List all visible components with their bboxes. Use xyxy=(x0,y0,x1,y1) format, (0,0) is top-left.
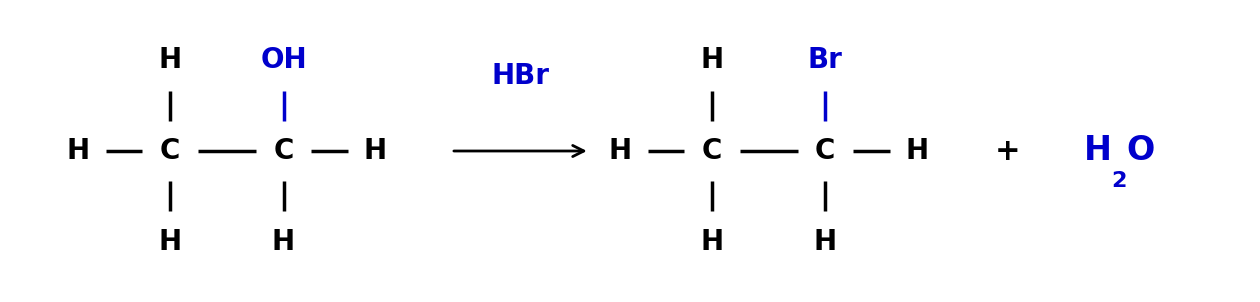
Text: Br: Br xyxy=(808,47,843,74)
Text: H: H xyxy=(272,228,295,255)
Text: C: C xyxy=(273,137,294,165)
Text: H: H xyxy=(701,47,723,74)
Text: H: H xyxy=(159,228,181,255)
Text: C: C xyxy=(815,137,835,165)
Text: 2: 2 xyxy=(1111,171,1126,191)
Text: H: H xyxy=(364,137,387,165)
Text: H: H xyxy=(609,137,631,165)
Text: H: H xyxy=(701,228,723,255)
Text: +: + xyxy=(995,137,1021,165)
Text: H: H xyxy=(159,47,181,74)
Text: O: O xyxy=(1126,134,1154,168)
Text: H: H xyxy=(814,228,837,255)
Text: H: H xyxy=(906,137,929,165)
Text: H: H xyxy=(67,137,89,165)
Text: H: H xyxy=(1084,134,1111,168)
Text: HBr: HBr xyxy=(491,62,549,89)
Text: C: C xyxy=(702,137,722,165)
Text: C: C xyxy=(160,137,180,165)
Text: OH: OH xyxy=(260,47,307,74)
